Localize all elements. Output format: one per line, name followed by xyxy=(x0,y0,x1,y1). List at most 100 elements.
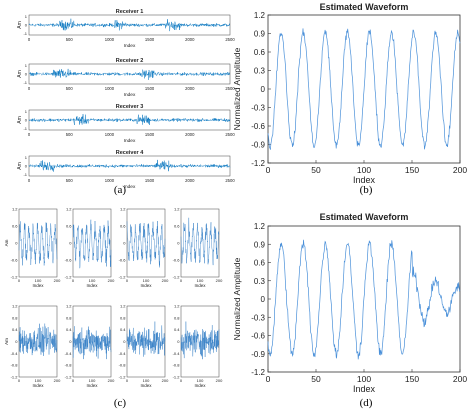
x-tick-label: 0 xyxy=(28,178,31,183)
y-tick-label: 1.2 xyxy=(66,207,72,212)
y-tick-label: -0.4 xyxy=(65,351,73,356)
y-tick-label: -0.6 xyxy=(173,258,181,263)
x-tick-label: 200 xyxy=(453,165,467,175)
x-axis-label: Index xyxy=(32,283,44,288)
x-tick-label: 1000 xyxy=(105,178,115,183)
y-tick-label: -0.8 xyxy=(173,363,181,368)
y-tick-label: 1.2 xyxy=(120,207,126,212)
x-tick-label: 100 xyxy=(35,378,42,383)
y-tick-label: 0 xyxy=(25,118,28,123)
y-tick-label: 1 xyxy=(25,14,28,19)
x-tick-label: 200 xyxy=(453,374,467,384)
x-tick-label: 100 xyxy=(197,278,204,283)
y-tick-label: 0.6 xyxy=(66,224,72,229)
y-tick-label: 0.8 xyxy=(66,315,72,320)
y-tick-label: 0.3 xyxy=(254,67,266,76)
x-tick-label: 2500 xyxy=(225,132,235,137)
x-tick-label: 0 xyxy=(28,132,31,137)
x-tick-label: 0 xyxy=(18,378,21,383)
x-tick-label: 0 xyxy=(126,378,129,383)
receiver-title: Receiver 1 xyxy=(116,9,144,15)
x-axis-label: Index xyxy=(124,138,136,144)
y-tick-label: 0.4 xyxy=(66,327,72,332)
x-tick-label: 50 xyxy=(311,165,321,175)
x-tick-label: 0 xyxy=(266,165,271,175)
mini-signal xyxy=(126,220,166,268)
y-tick-label: 0.9 xyxy=(254,30,266,39)
y-axis-label: Am xyxy=(17,116,23,124)
y-tick-label: -1.2 xyxy=(65,375,73,380)
y-tick-label: 0 xyxy=(69,339,72,344)
x-tick-label: 1000 xyxy=(105,37,115,42)
x-tick-label: 0 xyxy=(28,37,31,42)
chart-title: Estimated Waveform xyxy=(320,212,409,222)
x-tick-label: 1500 xyxy=(145,132,155,137)
y-tick-label: -1 xyxy=(23,126,27,131)
y-tick-label: -1.2 xyxy=(65,275,73,280)
y-tick-label: 0.6 xyxy=(254,48,266,57)
x-axis-label: Index xyxy=(32,383,44,388)
waveform-line xyxy=(267,239,461,360)
y-tick-label: 1.2 xyxy=(174,304,180,309)
x-tick-label: 0 xyxy=(180,378,183,383)
x-tick-label: 100 xyxy=(143,278,150,283)
caption-c: (c) xyxy=(114,397,127,409)
x-tick-label: 1500 xyxy=(145,37,155,42)
mini-signal xyxy=(18,221,58,266)
x-axis-label: Index xyxy=(86,383,98,388)
caption-d: (d) xyxy=(360,397,373,409)
y-tick-label: 0 xyxy=(25,164,28,169)
y-tick-label: 0 xyxy=(177,241,180,246)
x-tick-label: 2000 xyxy=(185,86,195,91)
y-tick-label: -0.6 xyxy=(119,258,127,263)
y-tick-label: 1.2 xyxy=(174,207,180,212)
y-axis-label: Am xyxy=(4,338,9,345)
x-tick-label: 0 xyxy=(28,86,31,91)
x-axis-label: Index xyxy=(194,283,206,288)
y-tick-label: -1 xyxy=(23,31,27,36)
y-tick-label: -0.4 xyxy=(11,351,19,356)
receiver-signal xyxy=(28,68,230,80)
y-axis-label: Normalized Amplitude xyxy=(232,257,242,340)
x-tick-label: 1500 xyxy=(145,178,155,183)
waveform-line xyxy=(267,28,461,150)
y-tick-label: 0 xyxy=(25,72,28,77)
y-tick-label: -1.2 xyxy=(119,375,127,380)
x-tick-label: 200 xyxy=(108,378,115,383)
x-axis-label: Index xyxy=(124,92,136,98)
x-axis-label: Index xyxy=(140,383,152,388)
x-tick-label: 100 xyxy=(89,278,96,283)
x-tick-label: 2500 xyxy=(225,86,235,91)
x-tick-label: 150 xyxy=(405,374,419,384)
x-tick-label: 100 xyxy=(197,378,204,383)
chart-title: Estimated Waveform xyxy=(320,2,409,12)
panel-c-grid: 1.20.60-0.6-1.20 100 200IndexAm1.20.60-0.6… xyxy=(4,207,223,389)
y-tick-label: 1.2 xyxy=(66,304,72,309)
y-tick-label: 0 xyxy=(25,23,28,28)
x-axis-label: Index xyxy=(124,184,136,190)
y-tick-label: -1 xyxy=(23,80,27,85)
y-tick-label: -0.6 xyxy=(251,332,265,341)
x-axis-label: Index xyxy=(124,43,136,49)
x-tick-label: 2000 xyxy=(185,132,195,137)
receiver-signal xyxy=(28,18,231,32)
y-tick-label: -0.3 xyxy=(251,313,265,322)
x-tick-label: 1000 xyxy=(105,86,115,91)
mini-signal xyxy=(18,323,58,356)
x-tick-label: 2000 xyxy=(185,178,195,183)
y-tick-label: 0 xyxy=(261,295,266,304)
y-tick-label: 1.2 xyxy=(254,11,266,20)
x-tick-label: 0 xyxy=(18,278,21,283)
y-tick-label: -0.3 xyxy=(251,104,265,113)
mini-signal xyxy=(180,321,220,360)
receiver-title: Receiver 3 xyxy=(116,104,144,110)
x-tick-label: 2500 xyxy=(225,37,235,42)
x-tick-label: 500 xyxy=(66,37,74,42)
y-tick-label: 1 xyxy=(25,63,28,68)
x-axis-label: Index xyxy=(194,383,206,388)
x-tick-label: 200 xyxy=(108,278,115,283)
x-tick-label: 1500 xyxy=(145,86,155,91)
y-tick-label: -1.2 xyxy=(173,375,181,380)
y-tick-label: 0.6 xyxy=(174,224,180,229)
mini-frame xyxy=(72,208,112,278)
